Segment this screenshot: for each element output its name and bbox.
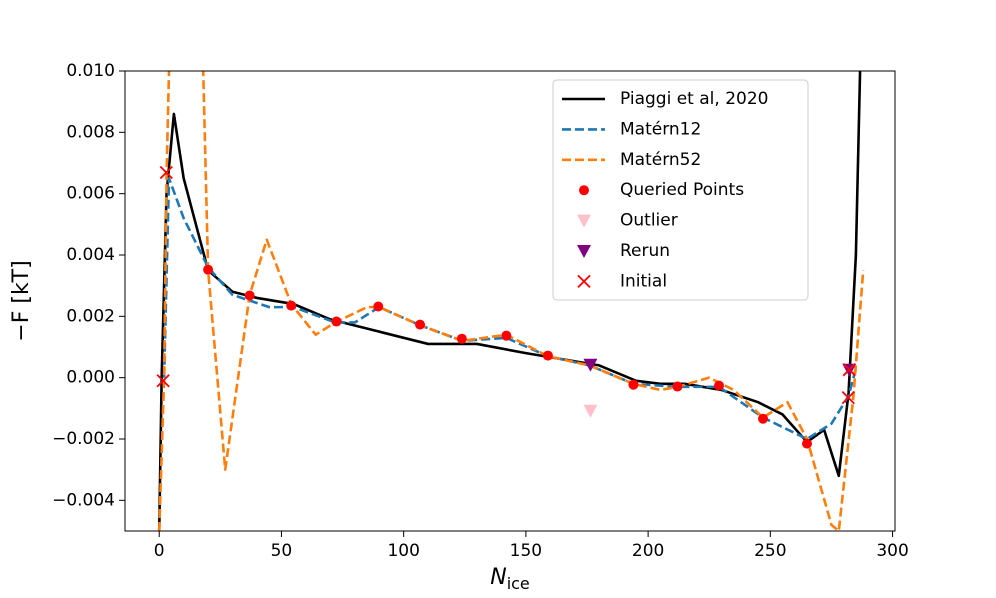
y-tick-label: 0.006 [66,184,115,204]
point [331,316,342,327]
point [501,330,512,341]
point [758,413,768,424]
y-axis-label: −F [kT] [9,260,34,341]
point [714,380,724,391]
point [579,185,589,196]
point [842,363,856,377]
point [583,358,598,372]
point [802,438,812,449]
y-tick-label: 0.000 [66,368,115,388]
point [672,381,683,392]
y-tick-label: 0.008 [66,122,115,142]
x-tick-label: 150 [510,541,542,561]
point [628,379,639,390]
point [577,274,591,289]
x-tick-label: 0 [154,541,165,561]
legend-label: Piaggi et al, 2020 [620,89,768,109]
point [577,214,591,228]
x-label-main: N [490,565,506,590]
x-tick-label: 50 [271,541,293,561]
legend-label: Initial [620,271,667,291]
x-label-sub: ice [507,574,530,593]
y-tick-label: −0.004 [52,490,115,510]
legend-box [552,79,809,301]
legend-label: Matérn12 [620,119,701,139]
point [456,333,467,344]
point [159,165,173,180]
legend-label: Matérn52 [620,150,701,170]
legend-label: Queried Points [620,180,744,200]
y-tick-label: 0.010 [66,61,115,81]
point [415,319,426,330]
x-tick-label: 100 [387,541,419,561]
point [577,245,591,258]
axes-frame [124,70,896,532]
x-tick-label: 200 [632,541,664,561]
point [244,290,255,301]
point [203,264,214,275]
y-tick-label: 0.004 [66,245,115,265]
point [156,374,170,388]
plot-area [156,71,865,531]
x-axis-label: Nice [490,565,530,593]
legend-label: Outlier [620,211,678,231]
y-tick-label: −0.002 [52,429,115,449]
legend: Piaggi et al, 2020 Matérn12 Matérn52 Querie… [552,79,809,301]
x-tick-label: 250 [754,541,786,561]
point [286,300,297,311]
point [373,301,384,312]
point [841,390,855,405]
legend-label: Rerun [620,241,670,261]
y-tick-label: 0.002 [66,306,115,326]
point [583,404,598,418]
x-tick-label: 300 [876,541,908,561]
point [542,350,553,361]
